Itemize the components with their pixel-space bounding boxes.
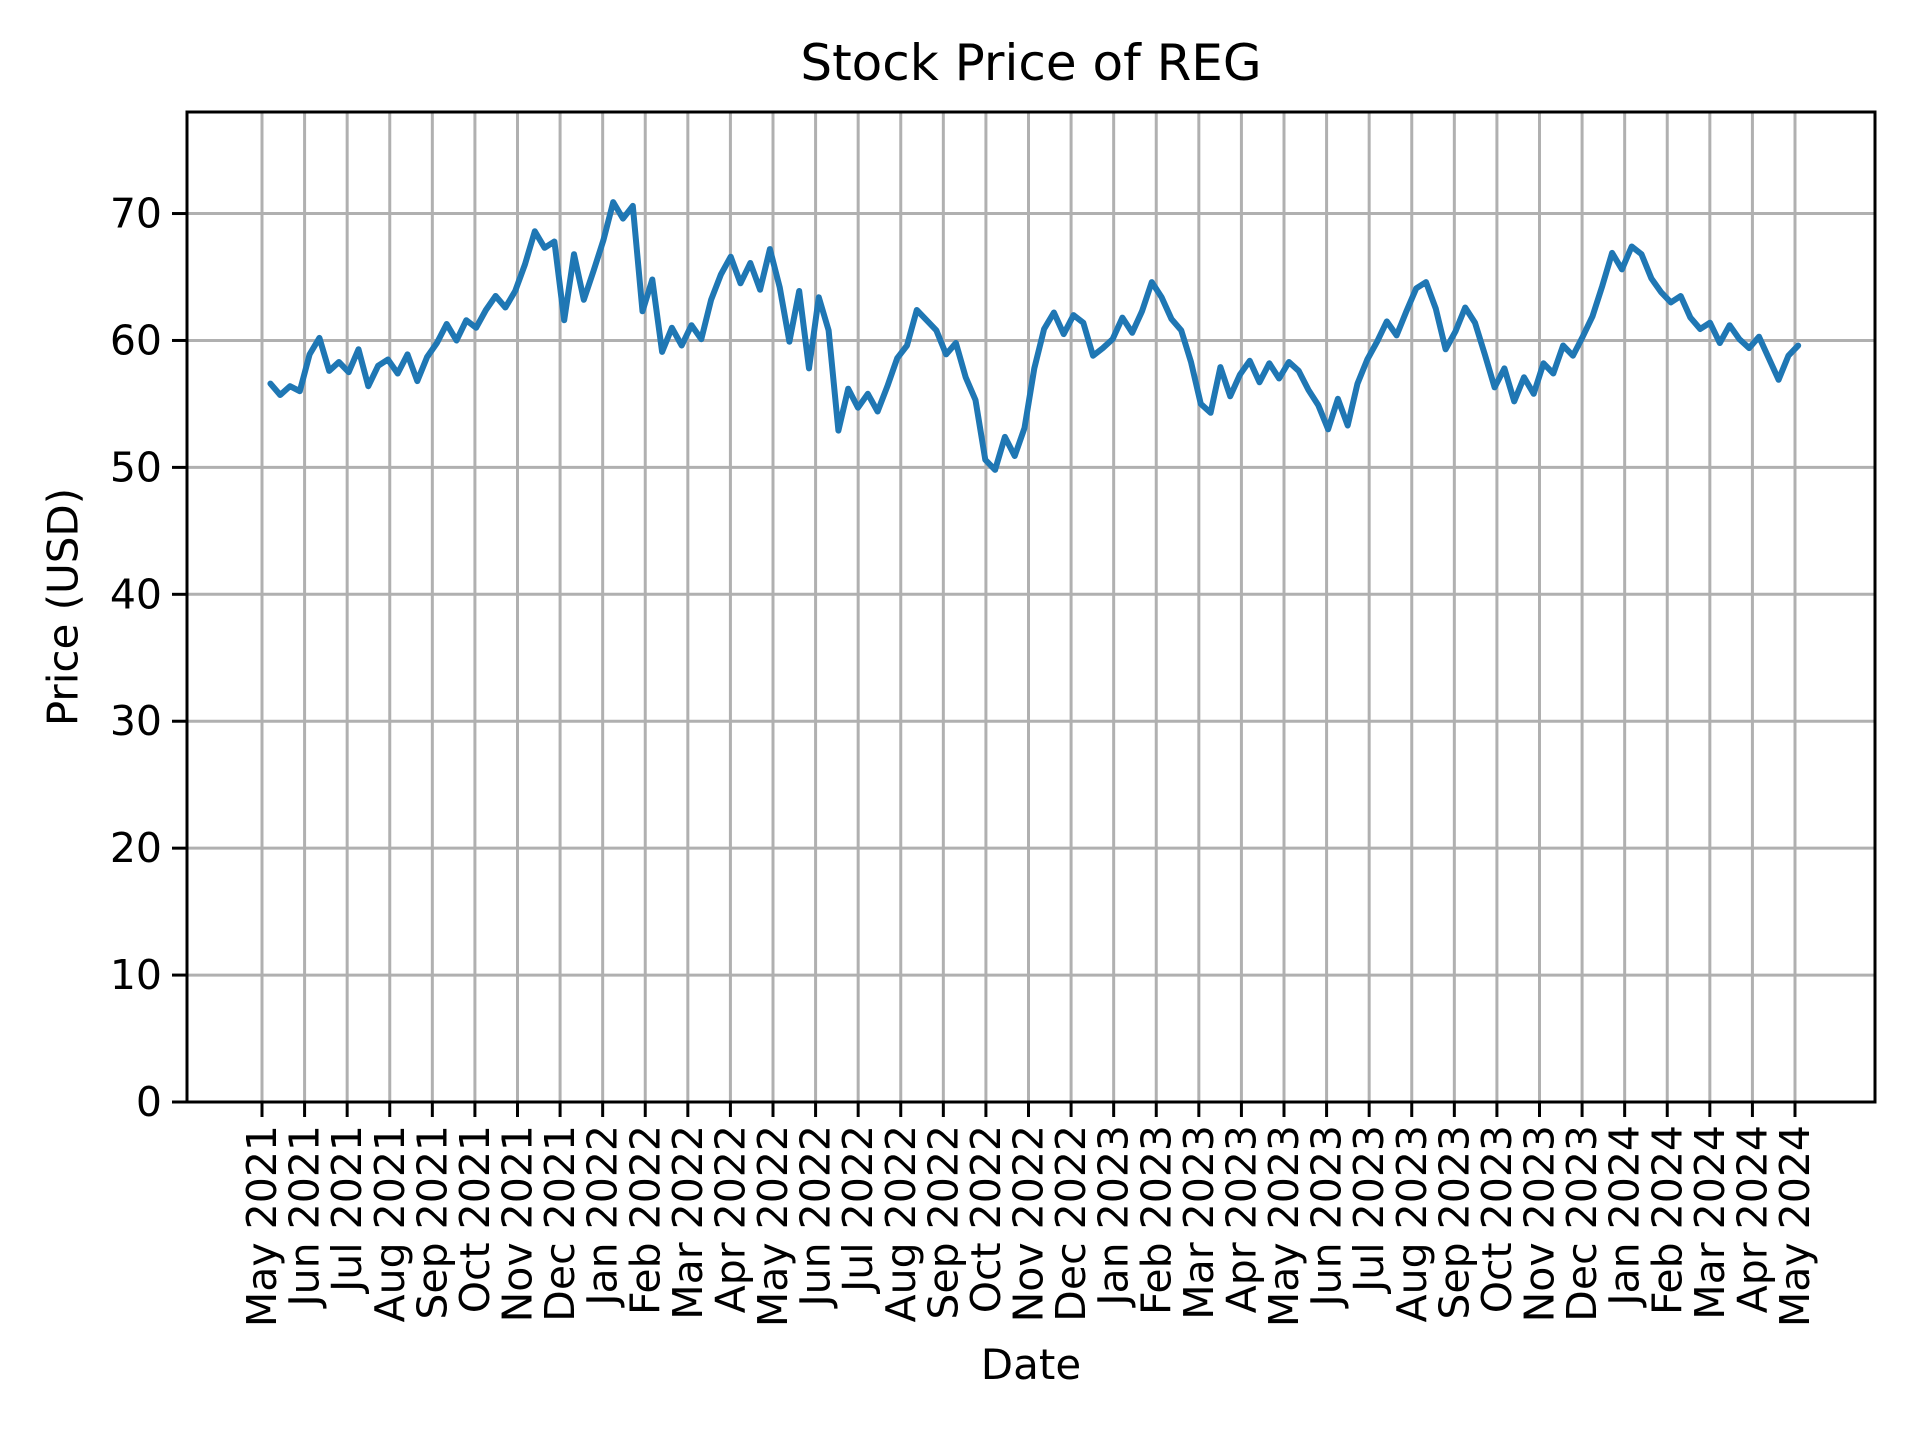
x-tick-label: Apr 2024 <box>1728 1125 1776 1313</box>
y-tick-label: 50 <box>110 443 162 491</box>
x-tick-label: May 2022 <box>749 1125 797 1327</box>
x-tick-label: Dec 2021 <box>536 1125 584 1322</box>
y-tick-label: 40 <box>110 570 162 618</box>
x-tick-label: Feb 2023 <box>1132 1125 1180 1315</box>
x-tick-label: Jan 2022 <box>579 1125 627 1309</box>
x-tick-label: Sep 2023 <box>1430 1125 1478 1320</box>
x-tick-label: Jul 2023 <box>1345 1125 1393 1295</box>
x-tick-label: Jul 2021 <box>323 1125 371 1295</box>
x-tick-label: Aug 2023 <box>1388 1125 1436 1322</box>
y-tick-label: 0 <box>136 1078 162 1126</box>
x-tick-label: Aug 2022 <box>877 1125 925 1322</box>
x-axis-label: Date <box>980 1340 1082 1389</box>
y-tick-label: 70 <box>110 190 162 238</box>
x-tick-label: Feb 2024 <box>1643 1125 1691 1315</box>
x-tick-label: Jun 2022 <box>792 1125 840 1309</box>
grid <box>187 112 1875 1102</box>
chart-title: Stock Price of REG <box>800 34 1262 92</box>
x-tick-label: Apr 2022 <box>706 1125 754 1313</box>
x-tick-label: Nov 2022 <box>1005 1125 1053 1322</box>
x-tick-label: Dec 2022 <box>1047 1125 1095 1322</box>
x-tick-label: Apr 2023 <box>1217 1125 1265 1313</box>
y-tick-label: 30 <box>110 697 162 745</box>
x-tick-label: Sep 2021 <box>408 1125 456 1320</box>
x-tick-label: Feb 2022 <box>621 1125 669 1315</box>
x-tick-label: Oct 2021 <box>451 1125 499 1313</box>
price-line <box>267 199 1802 473</box>
x-tick-label: May 2023 <box>1260 1125 1308 1327</box>
x-tick-label: Dec 2023 <box>1558 1125 1606 1322</box>
x-tick-label: Sep 2022 <box>919 1125 967 1320</box>
plot-border <box>185 110 1877 1104</box>
y-tick-label: 60 <box>110 316 162 364</box>
x-tick-label: Jun 2023 <box>1303 1125 1351 1309</box>
y-tick-label: 10 <box>110 951 162 999</box>
x-tick-label: Oct 2023 <box>1473 1125 1521 1313</box>
x-tick-label: Aug 2021 <box>366 1125 414 1322</box>
x-tick-label: Oct 2022 <box>962 1125 1010 1313</box>
x-tick-label: May 2024 <box>1771 1125 1819 1327</box>
x-tick-label: Jan 2024 <box>1601 1125 1649 1309</box>
x-tick-label: Jun 2021 <box>281 1125 329 1309</box>
x-tick-label: Jan 2023 <box>1090 1125 1138 1309</box>
x-tick-label: Mar 2023 <box>1175 1125 1223 1320</box>
y-tick-label: 20 <box>110 824 162 872</box>
x-tick-label: Nov 2023 <box>1516 1125 1564 1322</box>
ticks <box>172 212 1797 1117</box>
x-tick-label: Mar 2022 <box>664 1125 712 1320</box>
x-tick-label: May 2021 <box>238 1125 286 1327</box>
x-tick-label: Jul 2022 <box>834 1125 882 1295</box>
x-tick-label: Mar 2024 <box>1686 1125 1734 1320</box>
x-tick-label: Nov 2021 <box>494 1125 542 1322</box>
